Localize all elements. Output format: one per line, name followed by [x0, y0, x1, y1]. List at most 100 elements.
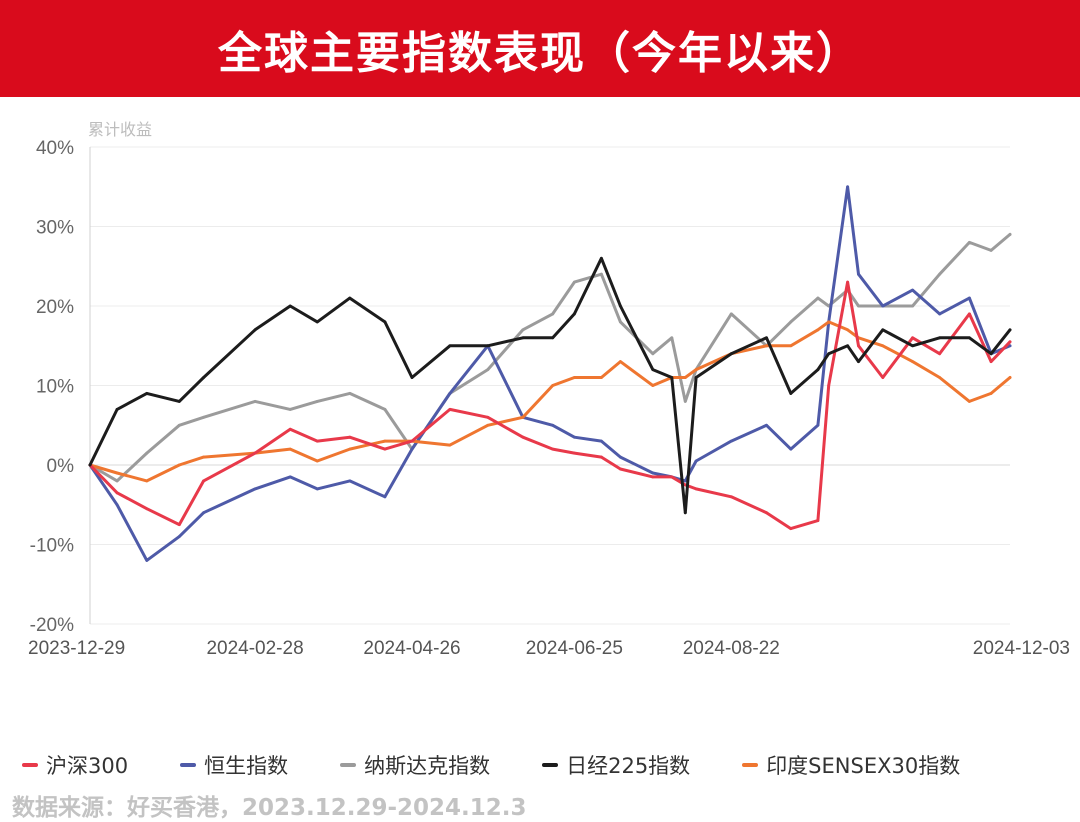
- data-point: [448, 392, 452, 395]
- legend-item-hs300[interactable]: 沪深300: [22, 750, 128, 780]
- legend-swatch-hs300: [22, 763, 38, 767]
- data-point: [348, 479, 352, 483]
- data-point: [911, 336, 914, 340]
- data-point: [683, 511, 687, 515]
- data-point: [651, 471, 655, 475]
- data-point: [651, 384, 655, 387]
- legend-item-nasdaq[interactable]: 纳斯达克指数: [340, 750, 490, 780]
- data-point: [348, 296, 352, 300]
- data-point: [683, 400, 687, 403]
- data-point: [694, 487, 698, 491]
- data-point: [551, 447, 555, 451]
- data-point: [572, 376, 576, 379]
- data-point: [857, 360, 860, 364]
- data-point: [694, 368, 698, 371]
- data-point: [816, 423, 820, 427]
- data-point: [145, 392, 149, 395]
- data-point: [989, 360, 993, 364]
- data-point: [253, 400, 257, 403]
- data-point: [857, 304, 860, 308]
- data-point: [521, 328, 525, 332]
- data-point: [448, 407, 452, 411]
- data-point: [315, 400, 319, 403]
- data-point: [410, 439, 414, 443]
- data-point: [600, 256, 603, 260]
- data-point: [145, 451, 149, 455]
- data-point: [383, 495, 387, 499]
- data-point: [789, 344, 793, 348]
- series-line-0: [88, 280, 1012, 531]
- data-point: [177, 463, 181, 467]
- data-point: [448, 443, 452, 447]
- data-point: [618, 320, 622, 324]
- data-point: [115, 491, 119, 495]
- legend-label-sensex: 印度SENSEX30指数: [766, 754, 961, 778]
- data-point: [968, 296, 971, 300]
- data-point: [765, 344, 768, 348]
- data-point: [846, 328, 850, 332]
- data-point: [177, 400, 181, 403]
- data-point: [202, 376, 206, 379]
- data-point: [177, 423, 181, 427]
- data-point: [253, 328, 257, 332]
- y-tick-label: 10%: [36, 377, 74, 398]
- data-point: [521, 336, 525, 340]
- data-point: [989, 248, 993, 252]
- data-point: [600, 455, 603, 459]
- series-line-1: [88, 185, 1012, 562]
- data-point: [145, 559, 149, 562]
- y-tick-label: 30%: [36, 218, 74, 239]
- data-point: [383, 447, 387, 451]
- data-point: [729, 352, 733, 356]
- data-point: [846, 185, 850, 189]
- data-point: [729, 495, 733, 499]
- data-point: [288, 427, 292, 431]
- legend-item-sensex[interactable]: 印度SENSEX30指数: [742, 750, 960, 780]
- data-point: [618, 467, 622, 471]
- data-point: [968, 400, 971, 403]
- legend-item-hsi[interactable]: 恒生指数: [180, 750, 288, 780]
- data-point: [1008, 376, 1012, 379]
- y-tick-label: 0%: [47, 456, 75, 477]
- data-point: [448, 344, 452, 348]
- chart-title: 全球主要指数表现（今年以来）: [218, 27, 862, 79]
- data-point: [1008, 328, 1012, 332]
- legend-label-nikkei: 日经225指数: [566, 754, 691, 778]
- data-point: [572, 280, 576, 284]
- title-banner: 全球主要指数表现（今年以来）: [0, 0, 1080, 97]
- data-point: [315, 439, 319, 443]
- data-point: [846, 280, 850, 284]
- data-point: [765, 423, 768, 427]
- data-point: [572, 435, 576, 439]
- y-axis-title: 累计收益: [88, 120, 152, 139]
- data-point: [694, 376, 698, 379]
- data-point: [348, 447, 352, 451]
- data-point: [938, 376, 942, 379]
- data-point: [348, 392, 352, 395]
- data-point: [600, 439, 603, 443]
- data-point: [827, 320, 831, 324]
- data-point: [551, 336, 555, 340]
- data-point: [253, 487, 257, 491]
- data-point: [789, 392, 793, 395]
- data-point: [670, 336, 674, 340]
- legend-item-nikkei[interactable]: 日经225指数: [542, 750, 690, 780]
- data-point: [938, 352, 942, 356]
- data-point: [968, 336, 971, 340]
- data-point: [1008, 344, 1012, 348]
- y-tick-label: -10%: [30, 536, 74, 557]
- data-point: [881, 328, 885, 332]
- data-point: [115, 407, 119, 411]
- x-tick-label: 2024-06-25: [526, 638, 623, 659]
- data-point: [145, 507, 149, 511]
- data-point: [968, 241, 971, 244]
- data-point: [383, 407, 387, 411]
- legend-swatch-sensex: [742, 763, 759, 767]
- legend-swatch-hsi: [180, 763, 197, 767]
- data-point: [846, 344, 850, 348]
- data-point: [486, 423, 490, 427]
- data-point: [911, 360, 914, 364]
- data-point: [177, 535, 181, 538]
- data-point: [857, 344, 860, 348]
- data-point: [521, 435, 525, 439]
